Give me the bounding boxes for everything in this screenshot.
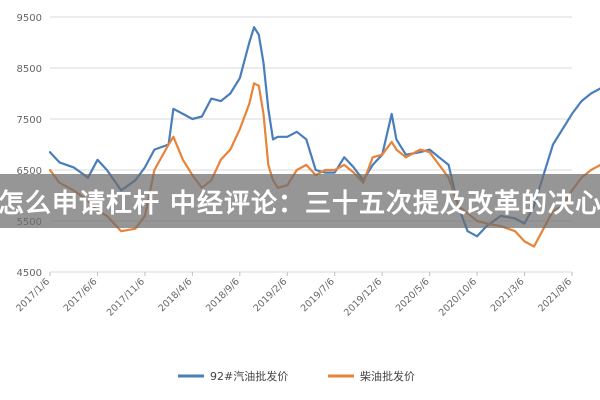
x-tick-label: 2017/11/6 — [105, 276, 147, 318]
y-tick-label: 4500 — [17, 268, 42, 279]
x-tick-label: 2021/3/6 — [489, 276, 527, 314]
x-tick-label: 2018/4/6 — [157, 276, 195, 314]
y-tick-label: 7500 — [17, 115, 42, 126]
legend-label: 柴油批发价 — [360, 369, 415, 383]
x-tick-label: 2017/6/6 — [62, 276, 100, 314]
x-tick-label: 2019/7/6 — [299, 276, 337, 314]
series-line-diesel — [48, 82, 600, 248]
headline-text: 怎么申请杠杆 中经评论：三十五次提及改革的决心 — [0, 188, 600, 219]
y-tick-label: 6500 — [17, 166, 42, 177]
x-tick-label: 2020/5/6 — [394, 276, 432, 314]
y-tick-label: 8500 — [17, 64, 42, 75]
x-tick-label: 2017/1/6 — [14, 276, 52, 314]
x-tick-label: 2019/12/6 — [342, 276, 384, 318]
headline-banner: 怎么申请杠杆 中经评论：三十五次提及改革的决心 — [0, 174, 600, 228]
x-tick-label: 2021/8/6 — [536, 276, 574, 314]
x-tick-label: 2019/2/6 — [251, 276, 289, 314]
x-tick-label: 2018/9/6 — [204, 276, 242, 314]
legend-label: 92#汽油批发价 — [210, 369, 288, 383]
y-tick-label: 9500 — [17, 13, 42, 24]
x-tick-label: 2020/10/6 — [437, 276, 479, 318]
